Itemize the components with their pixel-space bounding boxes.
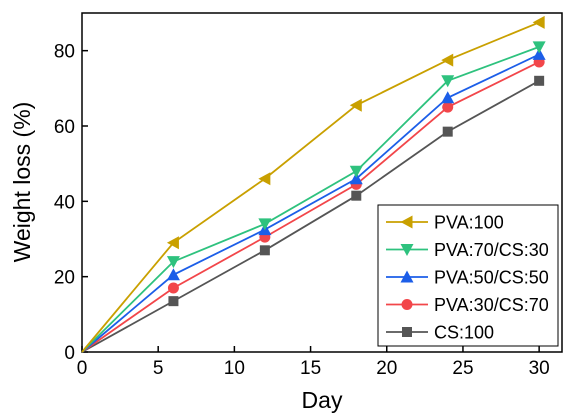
- series-2: [81, 47, 546, 353]
- data-point: [442, 101, 454, 113]
- data-point: [166, 236, 179, 250]
- data-point: [441, 91, 455, 104]
- data-point: [258, 172, 271, 186]
- series-4: [81, 75, 545, 353]
- legend-marker: [400, 270, 414, 283]
- legend-marker: [400, 244, 414, 256]
- series-0: [81, 15, 545, 353]
- y-axis-title: Weight loss (%): [9, 102, 35, 263]
- data-point: [532, 41, 546, 54]
- data-point: [166, 256, 180, 269]
- legend-entry: PVA:30/CS:70: [386, 295, 549, 315]
- legend-label: PVA:50/CS:50: [434, 268, 549, 288]
- series-layer: [81, 15, 546, 353]
- x-axis-title: Day: [302, 387, 343, 413]
- series-line: [81, 80, 540, 353]
- y-tick-label: 80: [54, 42, 75, 63]
- data-point: [351, 190, 362, 201]
- data-point: [166, 268, 180, 281]
- data-point: [534, 75, 545, 86]
- legend-entry: PVA:70/CS:30: [386, 240, 549, 260]
- y-tick-label: 60: [54, 117, 75, 138]
- data-point: [442, 126, 453, 137]
- series-line: [81, 21, 540, 353]
- legend-label: PVA:70/CS:30: [434, 240, 549, 260]
- legend-entry: PVA:100: [386, 213, 504, 233]
- data-point: [441, 53, 454, 67]
- legend-entry: CS:100: [386, 323, 494, 343]
- legend-marker: [401, 299, 413, 310]
- legend-marker: [402, 327, 412, 337]
- data-point: [532, 47, 546, 60]
- y-tick-label: 0: [64, 343, 75, 364]
- legend: PVA:100 PVA:70/CS:30 PVA:50/CS:50 PVA:30/CS…: [377, 204, 559, 347]
- legend-entry: PVA:50/CS:50: [386, 268, 549, 288]
- data-point: [258, 218, 272, 231]
- data-point: [168, 296, 179, 307]
- data-point: [167, 282, 179, 294]
- x-tick-label: 25: [452, 358, 473, 379]
- data-point: [349, 172, 363, 185]
- series-line: [81, 53, 540, 353]
- y-tick-label: 40: [54, 192, 75, 213]
- legend-label: PVA:100: [434, 213, 504, 233]
- x-tick-label: 5: [153, 358, 164, 379]
- data-point: [259, 245, 270, 256]
- y-tick-label: 20: [54, 268, 75, 289]
- series-1: [81, 41, 546, 353]
- x-tick-label: 15: [300, 358, 321, 379]
- data-point: [441, 75, 455, 88]
- data-point: [349, 165, 363, 178]
- legend-marker: [400, 215, 413, 229]
- series-line: [81, 46, 540, 353]
- x-tick-label: 20: [376, 358, 397, 379]
- ticks-layer: 0 5 10 15 20 25 30 0 20 40 60 80: [54, 42, 550, 379]
- x-tick-label: 10: [224, 358, 245, 379]
- data-point: [349, 98, 362, 112]
- x-tick-label: 0: [77, 358, 88, 379]
- legend-label: CS:100: [434, 323, 494, 343]
- series-3: [81, 56, 545, 353]
- legend-label: PVA:30/CS:70: [434, 295, 549, 315]
- series-line: [81, 61, 540, 353]
- x-tick-label: 30: [529, 358, 550, 379]
- plot-frame: [81, 12, 563, 353]
- data-point: [532, 15, 545, 29]
